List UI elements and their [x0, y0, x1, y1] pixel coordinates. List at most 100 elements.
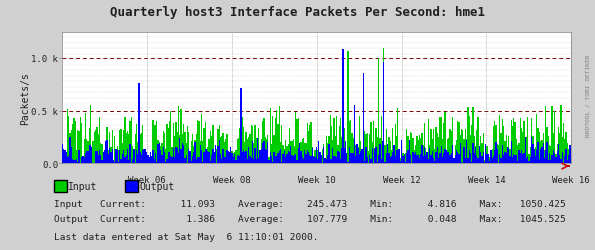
Bar: [179, 136, 180, 164]
Bar: [522, 154, 524, 164]
Bar: [98, 134, 99, 164]
Bar: [242, 152, 243, 164]
Bar: [62, 156, 63, 164]
Bar: [552, 155, 553, 164]
Bar: [337, 145, 339, 164]
Bar: [524, 122, 525, 164]
Bar: [123, 130, 124, 164]
Bar: [328, 136, 330, 164]
Bar: [300, 142, 302, 164]
Bar: [188, 149, 189, 164]
Bar: [434, 161, 436, 164]
Bar: [304, 151, 305, 164]
Bar: [149, 158, 150, 164]
Bar: [149, 158, 150, 164]
Bar: [161, 144, 162, 164]
Bar: [480, 153, 481, 164]
Bar: [555, 158, 556, 164]
Bar: [198, 122, 199, 164]
Bar: [169, 122, 170, 164]
Bar: [456, 140, 457, 164]
Bar: [360, 142, 361, 164]
Bar: [391, 156, 392, 164]
Bar: [296, 160, 298, 164]
Bar: [189, 152, 190, 164]
Bar: [80, 117, 81, 164]
Bar: [511, 141, 512, 164]
Bar: [506, 153, 507, 164]
Bar: [161, 155, 162, 164]
Bar: [368, 152, 369, 164]
Bar: [292, 142, 293, 164]
Bar: [483, 133, 484, 164]
Bar: [487, 146, 488, 164]
Bar: [82, 160, 83, 164]
Bar: [238, 156, 239, 164]
Bar: [308, 131, 309, 164]
Bar: [208, 152, 209, 164]
Bar: [186, 155, 187, 164]
Bar: [277, 125, 278, 164]
Bar: [139, 84, 140, 164]
Bar: [543, 133, 544, 164]
Bar: [295, 112, 296, 164]
Bar: [455, 155, 456, 164]
Bar: [491, 149, 493, 164]
Bar: [189, 154, 190, 164]
Bar: [107, 140, 108, 164]
Bar: [101, 160, 102, 164]
Bar: [193, 152, 195, 164]
Bar: [303, 138, 304, 164]
Bar: [95, 152, 96, 164]
Bar: [512, 126, 513, 164]
Bar: [306, 124, 308, 164]
Bar: [349, 148, 350, 164]
Bar: [100, 155, 101, 164]
Bar: [346, 157, 347, 164]
Bar: [115, 150, 117, 164]
Bar: [131, 163, 132, 164]
Bar: [173, 148, 174, 164]
Bar: [354, 132, 355, 164]
Bar: [549, 153, 550, 164]
Bar: [419, 158, 420, 164]
Bar: [497, 144, 498, 164]
Bar: [448, 152, 449, 164]
Bar: [308, 152, 309, 164]
Bar: [464, 148, 465, 164]
Bar: [278, 106, 280, 164]
Bar: [143, 150, 145, 164]
Bar: [402, 153, 403, 164]
Bar: [273, 162, 274, 164]
Bar: [517, 146, 518, 164]
Bar: [410, 156, 411, 164]
Bar: [205, 123, 206, 164]
Bar: [479, 146, 480, 164]
Bar: [141, 134, 142, 164]
Bar: [114, 163, 115, 164]
Bar: [94, 163, 95, 164]
Bar: [130, 144, 131, 164]
Bar: [114, 137, 115, 164]
Bar: [559, 155, 560, 164]
Bar: [452, 118, 453, 164]
Bar: [403, 154, 405, 164]
Bar: [337, 151, 339, 164]
Bar: [134, 163, 136, 164]
Bar: [246, 132, 247, 164]
Bar: [457, 152, 458, 164]
Bar: [563, 124, 564, 164]
Bar: [210, 161, 211, 164]
Bar: [159, 142, 160, 164]
Bar: [321, 157, 322, 164]
Bar: [101, 145, 102, 164]
Bar: [567, 143, 568, 164]
Bar: [372, 148, 373, 164]
Bar: [231, 154, 233, 164]
Bar: [484, 162, 485, 164]
Bar: [184, 133, 186, 164]
Bar: [356, 144, 358, 164]
Bar: [123, 151, 124, 164]
Bar: [446, 150, 447, 164]
Bar: [273, 116, 274, 164]
